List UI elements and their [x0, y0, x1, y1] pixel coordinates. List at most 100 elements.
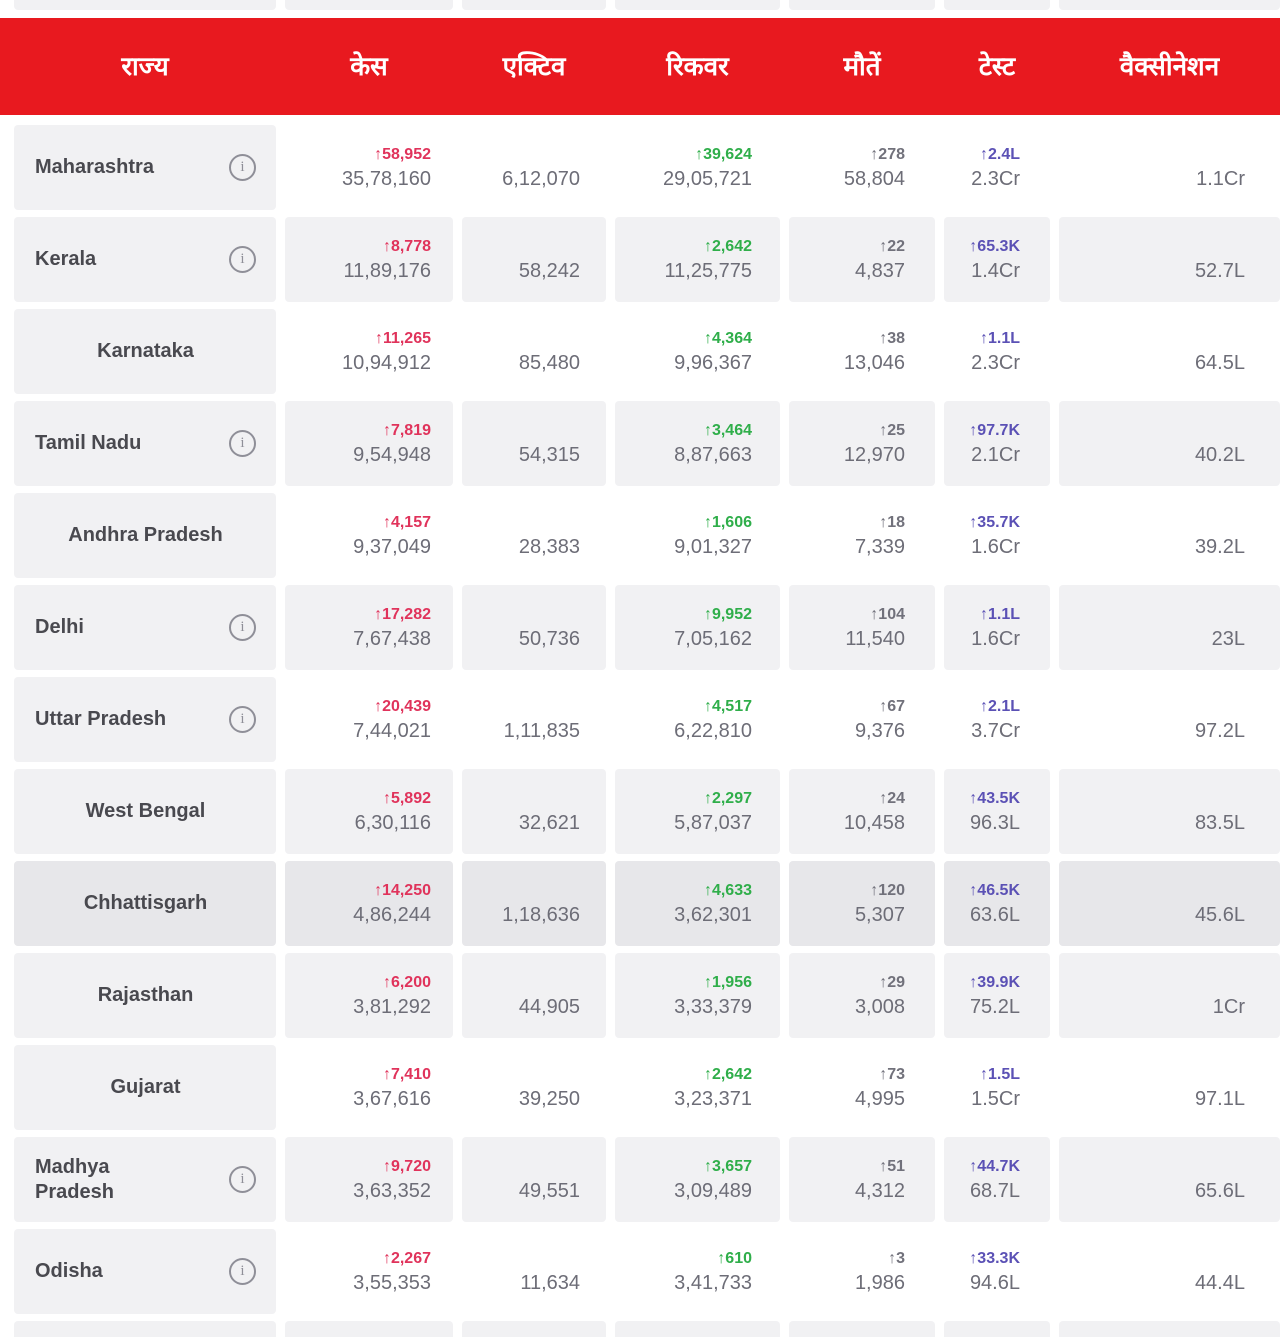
tests-daily-delta: ↑1.1L [979, 605, 1020, 623]
state-name: Karnataka [97, 340, 194, 362]
cases-total: 3,63,352 [353, 1179, 431, 1202]
recovered-cell: ↑2,297 5,87,037 [615, 769, 780, 854]
state-cell[interactable]: Uttar Pradesh i [14, 677, 276, 762]
state-cell[interactable]: Rajasthan i [14, 953, 276, 1038]
column-header-active: एक्टिव [502, 51, 566, 82]
table-row: Chhattisgarh i ↑14,250 4,86,244 1,18,636… [0, 861, 1280, 946]
info-icon[interactable]: i [229, 1166, 256, 1193]
state-cell[interactable]: Odisha i [14, 1229, 276, 1314]
tests-total: 1.6Cr [971, 627, 1020, 650]
state-cell[interactable]: Gujarat i [14, 1045, 276, 1130]
tests-cell: ↑2.1L 3.7Cr [944, 677, 1050, 762]
partial-cell [615, 1321, 780, 1337]
state-cell[interactable]: Chhattisgarh i [14, 861, 276, 946]
state-cell[interactable]: Andhra Pradesh i [14, 493, 276, 578]
tests-cell: ↑1.5L 1.5Cr [944, 1045, 1050, 1130]
deaths-daily-delta: ↑67 [879, 697, 905, 715]
column-header-recovered: रिकवर [666, 51, 729, 82]
cases-cell: ↑2,267 3,55,353 [285, 1229, 453, 1314]
active-total: 58,242 [518, 259, 580, 282]
state-cell[interactable]: Tamil Nadu i [14, 401, 276, 486]
partial-cell [462, 0, 606, 10]
info-icon[interactable]: i [229, 1258, 256, 1285]
vaccination-total: 65.6L [1194, 1179, 1245, 1202]
info-icon[interactable]: i [229, 154, 256, 181]
tests-total: 75.2L [969, 995, 1020, 1018]
tests-cell: ↑44.7K 68.7L [944, 1137, 1050, 1222]
active-cell: 49,551 [462, 1137, 606, 1222]
active-total: 44,905 [518, 995, 580, 1018]
active-total: 11,634 [520, 1271, 580, 1294]
tests-daily-delta: ↑44.7K [969, 1157, 1020, 1175]
deaths-daily-delta: ↑25 [879, 421, 905, 439]
vaccination-cell: 97.2L [1059, 677, 1280, 762]
recovered-daily-delta: ↑4,633 [703, 881, 752, 899]
recovered-total: 7,05,162 [674, 627, 752, 650]
info-icon[interactable]: i [229, 706, 256, 733]
deaths-total: 3,008 [854, 995, 905, 1018]
deaths-total: 4,995 [854, 1087, 905, 1110]
state-cell[interactable]: Kerala i [14, 217, 276, 302]
tests-total: 1.5Cr [971, 1087, 1020, 1110]
deaths-total: 58,804 [843, 167, 905, 190]
deaths-total: 1,986 [854, 1271, 905, 1294]
vaccination-total: 97.2L [1194, 719, 1245, 742]
info-icon[interactable]: i [229, 430, 256, 457]
active-total: 6,12,070 [502, 167, 580, 190]
state-cell[interactable]: Madhya Pradesh i [14, 1137, 276, 1222]
table-body: Maharashtra i ↑58,952 35,78,160 6,12,070… [0, 125, 1280, 1314]
recovered-daily-delta: ↑1,956 [703, 973, 752, 991]
tests-cell: ↑43.5K 96.3L [944, 769, 1050, 854]
cases-total: 6,30,116 [354, 811, 431, 834]
state-cell[interactable]: Maharashtra i [14, 125, 276, 210]
vaccination-total: 45.6L [1194, 903, 1245, 926]
table-row: Delhi i ↑17,282 7,67,438 50,736 ↑9,952 7… [0, 585, 1280, 670]
cases-cell: ↑20,439 7,44,021 [285, 677, 453, 762]
partial-cell [944, 0, 1050, 10]
recovered-total: 3,09,489 [674, 1179, 752, 1202]
cases-daily-delta: ↑8,778 [382, 237, 431, 255]
active-cell: 58,242 [462, 217, 606, 302]
cases-daily-delta: ↑17,282 [374, 605, 431, 623]
recovered-daily-delta: ↑9,952 [703, 605, 752, 623]
active-cell: 28,383 [462, 493, 606, 578]
vaccination-cell: 97.1L [1059, 1045, 1280, 1130]
cases-total: 10,94,912 [342, 351, 431, 374]
deaths-daily-delta: ↑38 [879, 329, 905, 347]
cases-daily-delta: ↑7,819 [382, 421, 431, 439]
state-cell[interactable]: West Bengal i [14, 769, 276, 854]
active-total: 49,551 [518, 1179, 580, 1202]
active-cell: 11,634 [462, 1229, 606, 1314]
table-row: Maharashtra i ↑58,952 35,78,160 6,12,070… [0, 125, 1280, 210]
state-cell[interactable]: Karnataka i [14, 309, 276, 394]
deaths-cell: ↑3 1,986 [789, 1229, 935, 1314]
vaccination-cell: 64.5L [1059, 309, 1280, 394]
deaths-total: 9,376 [854, 719, 905, 742]
column-header-tests: टेस्ट [978, 51, 1016, 82]
deaths-cell: ↑18 7,339 [789, 493, 935, 578]
vaccination-cell: 40.2L [1059, 401, 1280, 486]
tests-cell: ↑2.4L 2.3Cr [944, 125, 1050, 210]
deaths-daily-delta: ↑18 [879, 513, 905, 531]
column-header-state: राज्य [121, 51, 169, 82]
active-total: 1,11,835 [503, 719, 580, 742]
cases-total: 9,37,049 [353, 535, 431, 558]
column-header-cases: केस [350, 51, 388, 82]
info-icon[interactable]: i [229, 614, 256, 641]
tests-daily-delta: ↑97.7K [969, 421, 1020, 439]
active-cell: 6,12,070 [462, 125, 606, 210]
cases-daily-delta: ↑11,265 [374, 329, 431, 347]
state-name: Gujarat [110, 1076, 181, 1098]
cases-total: 4,86,244 [353, 903, 431, 926]
deaths-cell: ↑24 10,458 [789, 769, 935, 854]
deaths-daily-delta: ↑278 [870, 145, 905, 163]
tests-cell: ↑39.9K 75.2L [944, 953, 1050, 1038]
cases-total: 3,81,292 [353, 995, 431, 1018]
recovered-total: 3,33,379 [674, 995, 752, 1018]
info-icon[interactable]: i [229, 246, 256, 273]
active-total: 28,383 [518, 535, 580, 558]
tests-cell: ↑1.1L 2.3Cr [944, 309, 1050, 394]
state-cell[interactable]: Delhi i [14, 585, 276, 670]
vaccination-total: 52.7L [1194, 259, 1245, 282]
vaccination-total: 40.2L [1194, 443, 1245, 466]
